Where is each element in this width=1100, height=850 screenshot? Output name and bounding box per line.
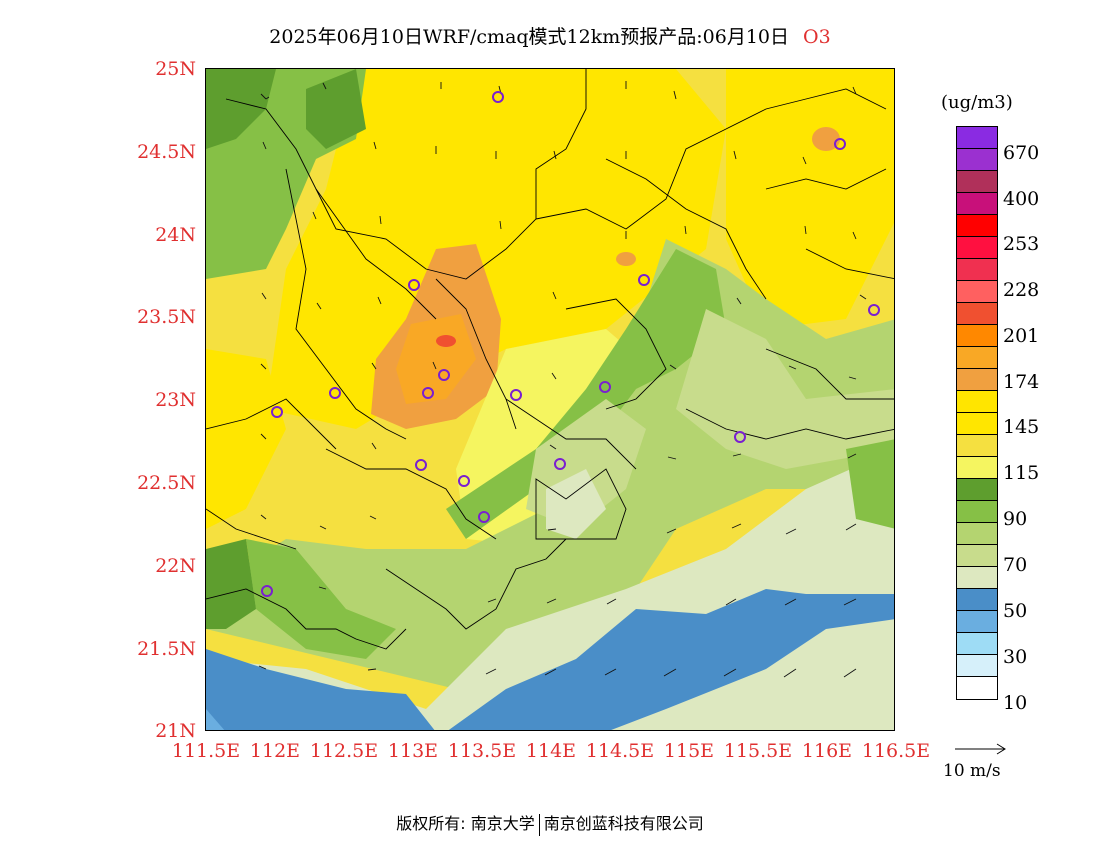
legend-swatch [957, 523, 997, 545]
lat-label: 25N [155, 58, 196, 80]
lat-label: 24N [155, 224, 196, 246]
o3-145-band [266, 69, 726, 429]
lon-label: 112E [249, 740, 301, 762]
title-text: 2025年06月10日WRF/cmaq模式12km预报产品:06月10日 [269, 26, 790, 48]
o3-90-zone [206, 539, 256, 629]
legend-swatch [957, 479, 997, 501]
lat-label: 21N [155, 720, 196, 742]
legend-swatch [957, 413, 997, 435]
legend-swatch [957, 347, 997, 369]
legend-swatch [957, 435, 997, 457]
legend-swatch [957, 149, 997, 171]
legend-label: 670 [1003, 142, 1040, 164]
legend-label: 10 [1003, 692, 1028, 714]
o3-145-band [206, 349, 286, 529]
lon-label: 116E [801, 740, 853, 762]
legend-label: 50 [1003, 600, 1028, 622]
legend-unit: (ug/m3) [941, 92, 1013, 113]
lat-label: 23N [155, 389, 196, 411]
footer-left: 版权所有: 南京大学 [396, 814, 535, 833]
o3-90-zone [306, 69, 366, 149]
o3-90-zone [206, 69, 276, 149]
o3-174-zone [812, 127, 840, 151]
legend-swatch [957, 237, 997, 259]
lat-label: 23.5N [137, 306, 196, 328]
legend-swatch [957, 655, 997, 677]
footer-divider [538, 813, 540, 836]
lon-label: 116.5E [861, 740, 931, 762]
legend-colorbar [956, 126, 998, 700]
legend-label: 253 [1003, 233, 1040, 255]
concentration-map[interactable] [205, 68, 895, 731]
lon-label: 112.5E [309, 740, 379, 762]
legend-swatch [957, 611, 997, 633]
legend-swatch [957, 369, 997, 391]
legend-label: 174 [1003, 371, 1040, 393]
map-canvas [206, 69, 894, 730]
legend-swatch [957, 171, 997, 193]
legend-swatch [957, 281, 997, 303]
lon-label: 115.5E [723, 740, 793, 762]
legend-swatch [957, 633, 997, 655]
legend-label: 70 [1003, 554, 1028, 576]
lon-label: 114E [525, 740, 577, 762]
lon-label: 113E [387, 740, 439, 762]
footer-right: 南京创蓝科技有限公司 [543, 814, 704, 833]
lon-label: 114.5E [585, 740, 655, 762]
o3-30-band [206, 649, 435, 730]
o3-90-zone [846, 439, 894, 529]
o3-174-zone [396, 314, 476, 404]
legend-label: 145 [1003, 416, 1040, 438]
lat-label: 22.5N [137, 472, 196, 494]
o3-145-band [726, 69, 894, 329]
legend-swatch [957, 545, 997, 567]
legend-swatch [957, 677, 997, 699]
o3-174-zone [616, 252, 636, 266]
o3-50-band [546, 469, 606, 539]
legend-label: 90 [1003, 508, 1028, 530]
legend-label: 115 [1003, 462, 1040, 484]
legend-label: 201 [1003, 325, 1040, 347]
o3-30-band [448, 589, 894, 730]
o3-90-zone [246, 539, 396, 659]
lon-label: 111.5E [171, 740, 241, 762]
legend-swatch [957, 589, 997, 611]
page-title: 2025年06月10日WRF/cmaq模式12km预报产品:06月10日 O3 [0, 22, 1100, 49]
o3-90-zone [446, 249, 726, 539]
vector-reference-arrow-icon [955, 743, 1006, 755]
footer-copyright: 版权所有: 南京大学 南京创蓝科技有限公司 [0, 810, 1100, 836]
station-markers [261, 91, 880, 597]
o3-201-peak [436, 335, 456, 347]
legend-swatch [957, 215, 997, 237]
legend-swatch [957, 391, 997, 413]
lat-label: 22N [155, 555, 196, 577]
lat-label: 24.5N [137, 141, 196, 163]
legend-swatch [957, 501, 997, 523]
legend-label: 400 [1003, 188, 1040, 210]
lon-label: 115E [663, 740, 715, 762]
species-label: O3 [803, 26, 831, 48]
lon-label: 113.5E [447, 740, 517, 762]
legend-swatch [957, 259, 997, 281]
legend-swatch [957, 325, 997, 347]
admin-boundaries [206, 69, 894, 650]
o3-30-band [206, 709, 225, 730]
legend-swatch [957, 193, 997, 215]
legend-label: 228 [1003, 279, 1040, 301]
wind-vectors [258, 81, 867, 678]
legend-swatch [957, 457, 997, 479]
lat-label: 21.5N [137, 638, 196, 660]
o3-70-band [676, 309, 894, 469]
vector-reference-label: 10 m/s [943, 761, 1001, 781]
legend-label: 30 [1003, 646, 1028, 668]
legend-swatch [957, 127, 997, 149]
legend-swatch [957, 303, 997, 325]
legend-swatch [957, 567, 997, 589]
